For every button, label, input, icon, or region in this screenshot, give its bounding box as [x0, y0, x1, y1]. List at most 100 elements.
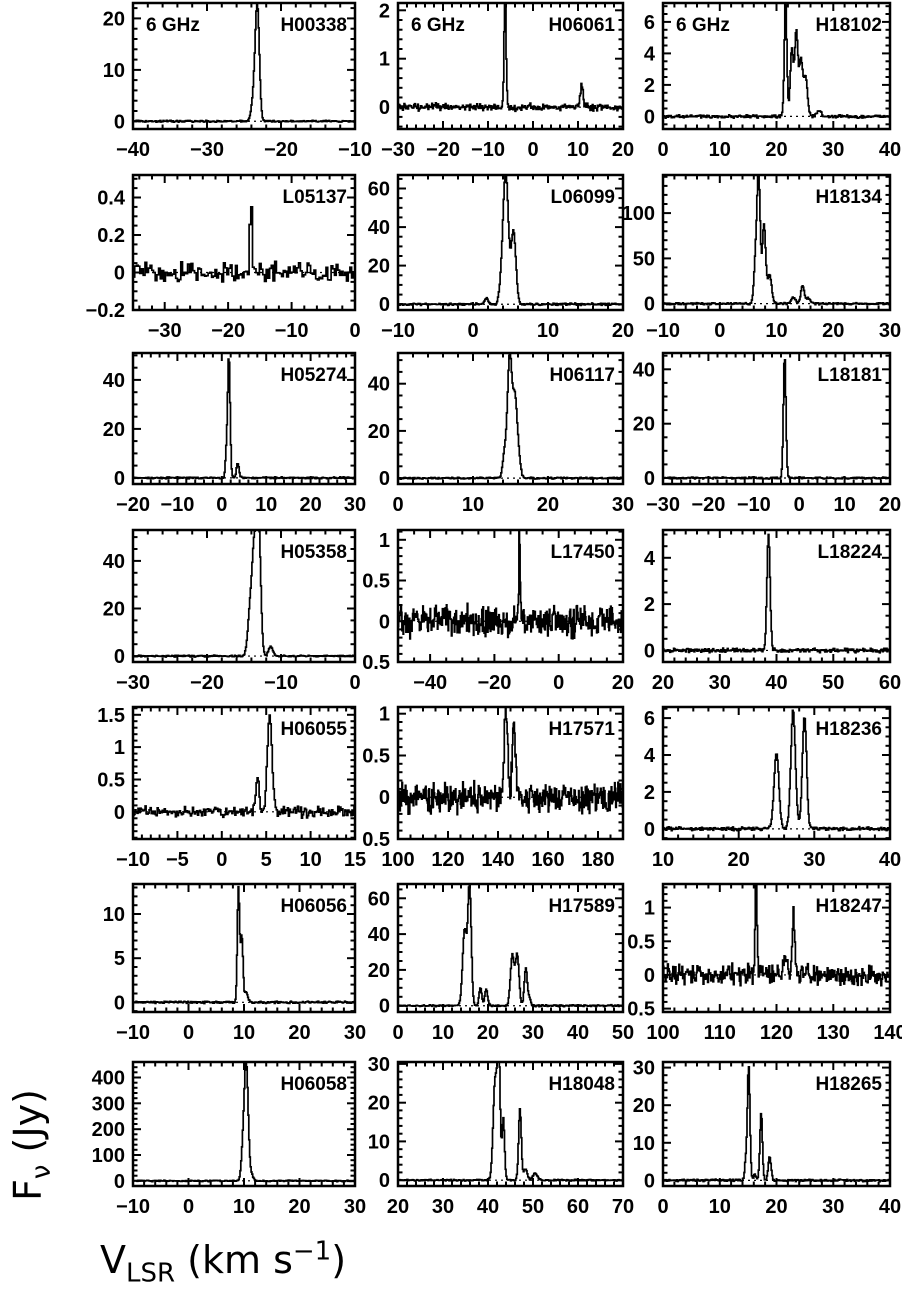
x-ticks: [662, 175, 891, 310]
x-ticks: [132, 1062, 356, 1186]
y-tick-label: 2: [644, 594, 655, 616]
y-tick-label: 100: [92, 1145, 125, 1167]
x-tick-label: 10: [233, 1022, 255, 1044]
y-ticks: [133, 536, 355, 658]
panel-H17571: 100 120 140 160 180 0.5 0 0.5 1 H17571: [362, 704, 625, 871]
y-tick-label: 0: [644, 640, 655, 662]
x-tick-label: 10: [299, 849, 321, 871]
panel-H06117: 0 10 20 30 0 20 40 H06117: [368, 351, 634, 516]
panel-frame: [131, 1, 357, 131]
x-tick-label: 20: [822, 320, 844, 342]
x-tick-label: 0: [349, 320, 360, 342]
y-tick-label: 0: [644, 106, 655, 128]
spectrum-trace-H06061: [398, 3, 623, 113]
x-tick-label: 120: [760, 1022, 793, 1044]
x-tick-label: −10: [116, 1022, 150, 1044]
x-tick-label: −10: [116, 1196, 150, 1218]
x-tick-label: 0: [467, 320, 478, 342]
x-tick-label: 10: [709, 139, 731, 161]
x-tick-label: 10: [462, 494, 484, 516]
panel-title-H06061: H06061: [548, 15, 615, 36]
y-ticks: [398, 359, 623, 480]
y-ticks: [663, 886, 890, 1010]
x-tick-label: 160: [531, 849, 564, 871]
y-ticks: [133, 886, 355, 1013]
y-tick-label: 0.5: [362, 652, 390, 674]
y-tick-label: 1: [379, 530, 390, 552]
x-tick-label: 60: [879, 672, 901, 694]
x-ticks: [397, 3, 624, 129]
y-tick-label: 0: [114, 1171, 125, 1193]
x-ticks: [662, 3, 891, 129]
x-tick-label: 0: [657, 1196, 668, 1218]
x-tick-label: 20: [288, 1022, 310, 1044]
spectrum-trace-H06055: [133, 714, 355, 819]
spectrum-trace-H18048: [398, 1062, 623, 1182]
y-tick-label: 20: [368, 256, 390, 278]
x-tick-label: −10: [160, 494, 194, 516]
xlabel-sup: −1: [292, 1236, 332, 1267]
panel-H05274: −20 −10 0 10 20 30 0 20 40 H05274: [103, 351, 366, 516]
y-ticks: [133, 7, 355, 123]
x-tick-label: 10: [255, 494, 277, 516]
y-tick-label: 40: [368, 374, 390, 396]
x-tick-label: 130: [817, 1022, 850, 1044]
panel-title-H17589: H17589: [548, 896, 615, 917]
y-tick-label: −0.2: [86, 300, 125, 322]
x-tick-label: 15: [344, 849, 366, 871]
x-tick-label: −10: [381, 320, 415, 342]
x-tick-label: −30: [646, 494, 680, 516]
y-tick-label: 40: [103, 370, 125, 392]
spectrum-trace-L18181: [663, 358, 890, 480]
x-tick-label: 0: [527, 139, 538, 161]
y-ticks: [663, 533, 890, 663]
x-tick-label: 20: [879, 494, 901, 516]
y-tick-label: 10: [103, 60, 125, 82]
panel-title-H06117: H06117: [549, 365, 615, 386]
panel-title-H06055: H06055: [280, 719, 347, 740]
y-ticks: [663, 5, 890, 126]
x-ticks: [132, 353, 356, 484]
frequency-annotation: 6 GHz: [676, 15, 730, 36]
y-ticks: [663, 354, 890, 479]
y-tick-label: 0.5: [362, 745, 390, 767]
y-tick-label: 40: [368, 924, 390, 946]
x-tick-label: 0: [349, 672, 360, 694]
panel-frame: [396, 1, 625, 131]
x-tick-label: 20: [537, 494, 559, 516]
x-tick-label: −30: [148, 320, 182, 342]
x-tick-label: 20: [477, 1022, 499, 1044]
y-tick-label: 40: [368, 217, 390, 239]
x-tick-label: 50: [522, 1196, 544, 1218]
panel-title-H18265: H18265: [815, 1074, 882, 1095]
panel-title-H18134: H18134: [815, 187, 882, 208]
y-tick-label: 0: [379, 611, 390, 633]
x-tick-label: 40: [765, 672, 787, 694]
x-tick-label: 30: [822, 139, 844, 161]
x-tick-label: −20: [211, 320, 245, 342]
x-ticks: [662, 884, 891, 1012]
y-tick-label: 5: [114, 948, 125, 970]
panel-title-H18102: H18102: [815, 15, 882, 36]
y-tick-label: 400: [92, 1068, 125, 1090]
y-tick-label: 200: [92, 1119, 125, 1141]
x-tick-label: −20: [426, 139, 460, 161]
x-tick-label: 40: [879, 1196, 901, 1218]
y-tick-label: 0: [114, 263, 125, 285]
y-tick-label: 0.5: [362, 829, 390, 851]
panel-title-L06099: L06099: [551, 187, 615, 208]
y-tick-label: 40: [633, 359, 655, 381]
y-tick-label: 10: [103, 904, 125, 926]
x-tick-label: −5: [166, 849, 189, 871]
panel-frame: [396, 173, 625, 312]
y-tick-label: 0: [379, 787, 390, 809]
y-tick-label: 20: [633, 414, 655, 436]
panel-title-H05274: H05274: [280, 365, 347, 386]
panel-title-H18236: H18236: [815, 719, 882, 740]
y-tick-label: 0: [114, 468, 125, 490]
y-ticks: [133, 1061, 355, 1187]
x-tick-label: 10: [567, 139, 589, 161]
frequency-annotation: 6 GHz: [146, 15, 200, 36]
y-tick-label: 0.4: [97, 188, 126, 210]
